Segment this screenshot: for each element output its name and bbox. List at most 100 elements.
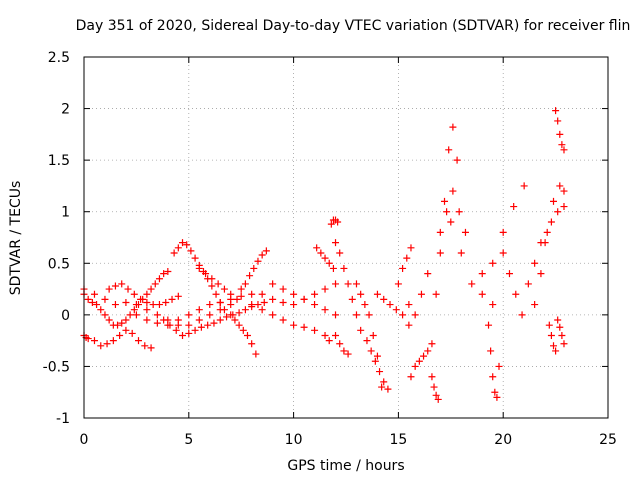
data-point — [290, 301, 298, 309]
data-point — [455, 208, 463, 216]
data-point — [491, 388, 499, 396]
data-point — [195, 264, 203, 272]
data-point — [206, 301, 214, 309]
y-tick-label: 0.5 — [48, 256, 70, 272]
data-point — [489, 259, 497, 267]
data-point — [246, 272, 254, 280]
series-arc24 — [407, 340, 436, 381]
data-point — [399, 311, 407, 319]
data-point — [415, 357, 423, 365]
data-point — [134, 337, 142, 345]
data-point — [405, 321, 413, 329]
data-point — [371, 357, 379, 365]
series-arc13 — [248, 301, 333, 345]
data-point — [311, 290, 319, 298]
data-point — [478, 290, 486, 298]
data-point — [116, 331, 124, 339]
series-arc33 — [545, 321, 560, 355]
data-point — [417, 290, 425, 298]
data-point — [373, 352, 381, 360]
data-point — [411, 362, 419, 370]
data-point — [147, 285, 155, 293]
series-arc11 — [227, 311, 260, 358]
data-point — [164, 268, 172, 276]
data-point — [185, 329, 193, 337]
y-axis: -1 -0.5 0 0.5 1 1.5 2 2.5 — [43, 50, 608, 427]
series-arc20 — [363, 337, 392, 393]
data-point — [179, 239, 187, 247]
data-point — [554, 208, 562, 216]
data-point — [485, 321, 493, 329]
data-point — [216, 298, 224, 306]
data-point — [510, 203, 518, 211]
data-point — [122, 316, 130, 324]
data-point — [237, 292, 245, 300]
data-point — [241, 280, 249, 288]
data-point — [453, 156, 461, 164]
x-tick-label: 0 — [80, 432, 89, 448]
data-point — [489, 373, 497, 381]
data-point — [332, 311, 340, 319]
data-point — [252, 350, 260, 358]
x-tick-label: 5 — [184, 432, 193, 448]
series-arc1 — [80, 268, 172, 329]
data-point — [556, 130, 564, 138]
series-arc22 — [394, 244, 415, 288]
data-point — [279, 316, 287, 324]
data-point — [560, 146, 568, 154]
data-point — [185, 311, 193, 319]
series-arc25 — [428, 373, 442, 403]
data-point — [248, 301, 256, 309]
data-point — [344, 280, 352, 288]
data-point — [300, 323, 308, 331]
series-arc34 — [554, 316, 568, 348]
series-arc10 — [237, 247, 270, 293]
data-point — [254, 257, 262, 265]
data-point — [248, 290, 256, 298]
x-axis-label: GPS time / hours — [287, 458, 404, 474]
series-arc18 — [332, 331, 352, 358]
data-point — [499, 249, 507, 257]
series-arc3 — [90, 326, 155, 352]
data-point — [558, 331, 566, 339]
data-point — [191, 254, 199, 262]
series-arc29 — [485, 321, 503, 401]
data-point — [132, 311, 140, 319]
data-point — [132, 301, 140, 309]
data-point — [172, 326, 180, 334]
data-point — [369, 331, 377, 339]
data-point — [325, 259, 333, 267]
data-point — [111, 282, 119, 290]
series-arc4 — [80, 285, 235, 329]
data-point — [231, 316, 239, 324]
data-point — [155, 301, 163, 309]
series-arc30 — [478, 182, 528, 298]
series-arc26 — [432, 123, 461, 298]
series-arc27 — [436, 187, 469, 236]
data-point — [183, 241, 191, 249]
data-point — [111, 301, 119, 309]
data-point — [212, 290, 220, 298]
data-point — [269, 311, 277, 319]
series-arc21 — [373, 290, 413, 319]
data-point — [114, 321, 122, 329]
data-point — [88, 298, 96, 306]
data-point — [258, 251, 266, 259]
series-arc7 — [170, 239, 228, 314]
data-point — [487, 347, 495, 355]
data-point — [235, 309, 243, 317]
data-point — [399, 264, 407, 272]
data-point — [443, 208, 451, 216]
data-point — [248, 340, 256, 348]
series-arc28 — [447, 218, 497, 309]
data-point — [499, 228, 507, 236]
data-point — [128, 329, 136, 337]
data-point — [332, 280, 340, 288]
data-point — [332, 239, 340, 247]
data-point — [556, 182, 564, 190]
data-point — [233, 295, 241, 303]
data-point — [317, 249, 325, 257]
series-arc12 — [258, 280, 340, 309]
y-tick-label: -1 — [56, 411, 70, 427]
data-point — [90, 290, 98, 298]
